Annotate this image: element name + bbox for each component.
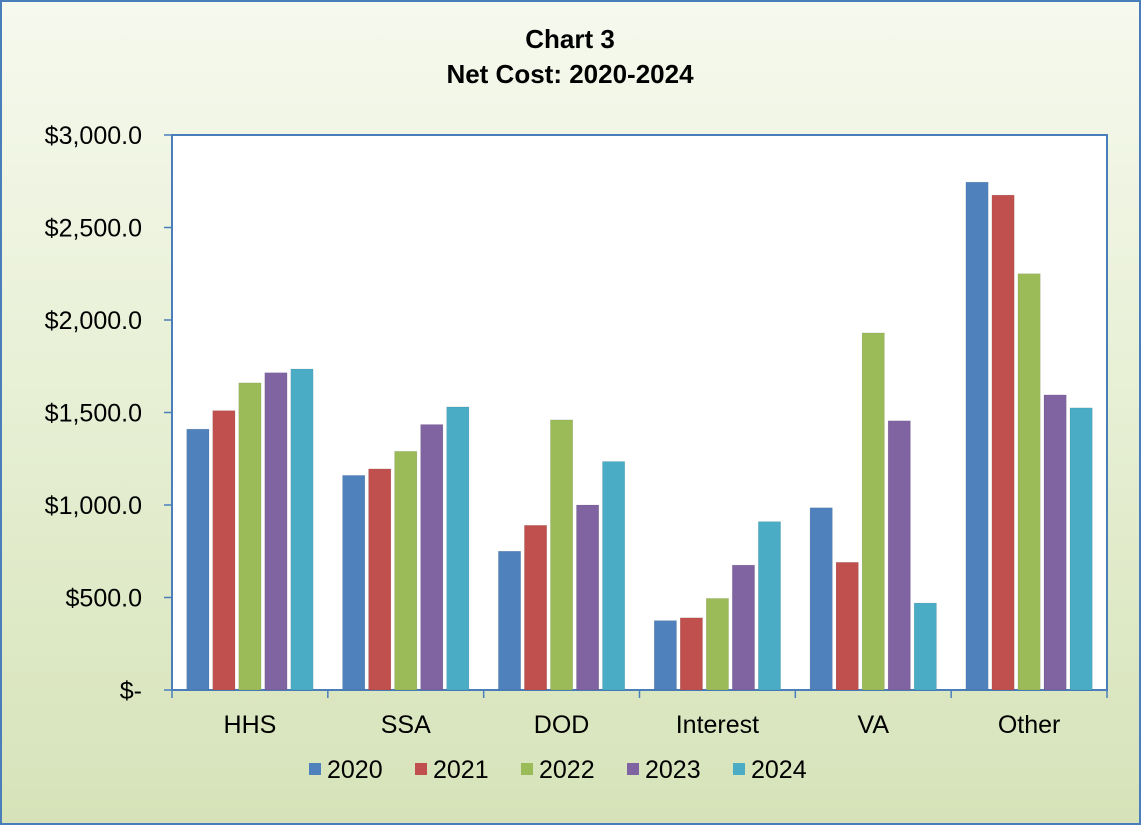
y-tick-label: $2,500.0 — [45, 215, 142, 243]
y-tick-label: $2,000.0 — [45, 307, 142, 335]
x-tick-label: VA — [858, 711, 890, 739]
bar-va-2022 — [861, 332, 885, 691]
y-tick-label: $1,000.0 — [45, 492, 142, 520]
x-axis: HHS SSA DOD Interest VA Other — [171, 690, 1108, 739]
y-tick-label: $1,500.0 — [45, 400, 142, 428]
bar-va-2021 — [835, 562, 859, 691]
legend-swatch — [309, 763, 321, 775]
x-tick-label: Interest — [676, 711, 759, 739]
bar-other-2022 — [1017, 273, 1041, 691]
legend-label: 2022 — [539, 756, 595, 784]
x-tick-label: HHS — [224, 711, 277, 739]
bar-interest-2024 — [758, 521, 781, 691]
x-tick-label: Other — [998, 711, 1061, 739]
legend-swatch — [627, 763, 639, 775]
bars — [186, 181, 1093, 691]
chart-subtitle: Net Cost: 2020-2024 — [446, 59, 694, 89]
legend-label: 2020 — [327, 756, 383, 784]
bar-ssa-2024 — [446, 406, 470, 691]
bar-hhs-2024 — [290, 368, 314, 691]
bar-dod-2020 — [498, 551, 521, 691]
bar-va-2020 — [809, 507, 833, 691]
bar-hhs-2022 — [238, 382, 262, 691]
legend: 2020 2021 2022 2023 2024 — [309, 756, 807, 784]
legend-swatch — [521, 763, 533, 775]
legend-label: 2021 — [433, 756, 489, 784]
bar-interest-2020 — [653, 620, 677, 691]
y-tick-label: $500.0 — [66, 585, 142, 613]
y-tick-label: $3,000.0 — [45, 122, 142, 150]
bar-dod-2023 — [576, 504, 599, 691]
x-tick-label: DOD — [534, 711, 590, 739]
bar-hhs-2021 — [212, 410, 236, 691]
bar-interest-2021 — [680, 617, 703, 691]
y-tick-label: $- — [120, 677, 142, 705]
bar-other-2021 — [991, 194, 1015, 691]
bar-ssa-2023 — [420, 424, 444, 691]
bar-other-2023 — [1043, 394, 1067, 691]
bar-va-2023 — [887, 420, 911, 691]
plot-area — [171, 134, 1108, 691]
bar-hhs-2020 — [186, 428, 210, 691]
bar-dod-2021 — [524, 525, 547, 691]
bar-interest-2023 — [732, 564, 755, 691]
bar-dod-2024 — [602, 461, 626, 691]
legend-label: 2024 — [751, 756, 807, 784]
bar-other-2020 — [965, 181, 989, 691]
bar-hhs-2023 — [264, 372, 288, 691]
legend-swatch — [733, 763, 745, 775]
bar-other-2024 — [1069, 407, 1093, 691]
chart-title: Chart 3 — [525, 24, 615, 54]
legend-label: 2023 — [645, 756, 701, 784]
legend-swatch — [415, 763, 427, 775]
bar-ssa-2021 — [368, 468, 392, 691]
bar-ssa-2020 — [342, 475, 366, 691]
bar-dod-2022 — [550, 419, 573, 691]
bar-va-2024 — [913, 602, 937, 691]
y-axis: $- $500.0 $1,000.0 $1,500.0 $2,000.0 $2,500.0… — [45, 122, 172, 705]
bar-ssa-2022 — [394, 451, 418, 691]
bar-interest-2022 — [706, 598, 729, 691]
x-tick-label: SSA — [381, 711, 431, 739]
